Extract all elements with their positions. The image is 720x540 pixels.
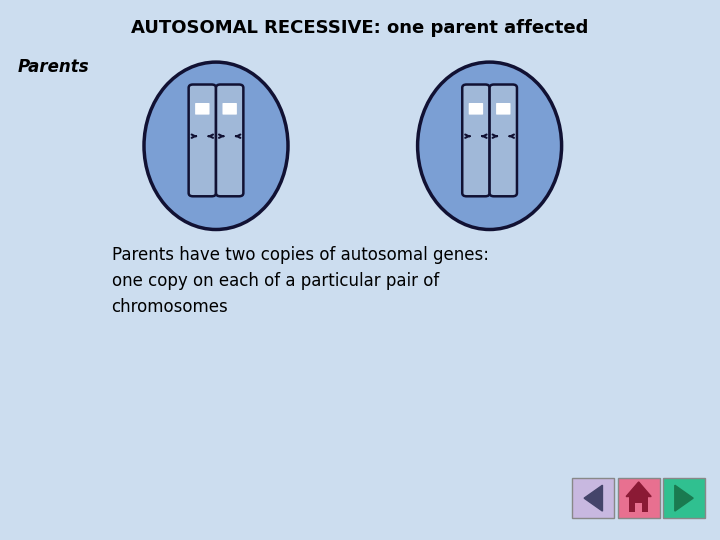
FancyBboxPatch shape xyxy=(216,85,243,197)
FancyBboxPatch shape xyxy=(663,478,705,518)
Polygon shape xyxy=(675,485,693,511)
FancyBboxPatch shape xyxy=(629,496,648,512)
FancyBboxPatch shape xyxy=(490,85,517,197)
FancyBboxPatch shape xyxy=(462,85,490,197)
Polygon shape xyxy=(584,485,603,511)
FancyBboxPatch shape xyxy=(618,478,660,518)
FancyBboxPatch shape xyxy=(469,103,483,114)
FancyBboxPatch shape xyxy=(572,478,614,518)
Text: Parents have two copies of autosomal genes:
one copy on each of a particular pai: Parents have two copies of autosomal gen… xyxy=(112,246,489,316)
Text: AUTOSOMAL RECESSIVE: one parent affected: AUTOSOMAL RECESSIVE: one parent affected xyxy=(131,19,589,37)
Ellipse shape xyxy=(144,62,288,230)
FancyBboxPatch shape xyxy=(496,103,510,114)
FancyBboxPatch shape xyxy=(195,103,210,114)
FancyBboxPatch shape xyxy=(635,503,642,512)
FancyBboxPatch shape xyxy=(189,85,216,197)
FancyBboxPatch shape xyxy=(222,103,237,114)
Polygon shape xyxy=(626,482,651,497)
Text: Parents: Parents xyxy=(18,58,89,77)
Ellipse shape xyxy=(418,62,562,230)
